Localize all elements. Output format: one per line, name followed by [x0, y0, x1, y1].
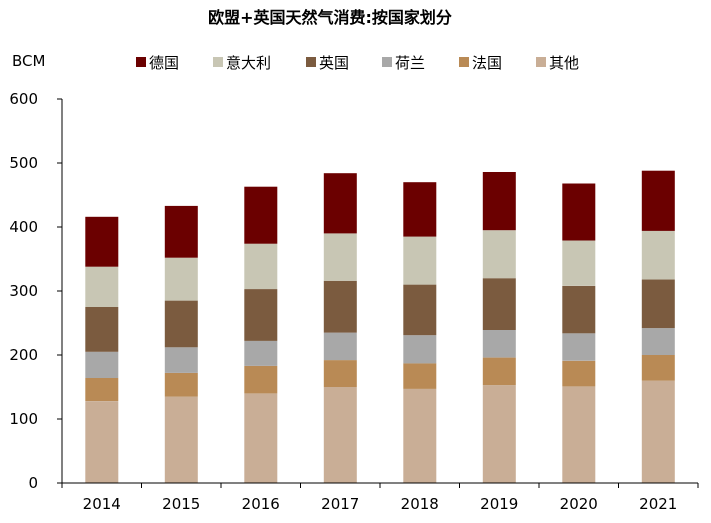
bars: [85, 170, 675, 483]
y-tick-label: 400: [9, 218, 38, 236]
bar-segment: [562, 333, 596, 361]
bar-segment: [85, 307, 119, 352]
bar-segment: [562, 183, 596, 241]
bar-segment: [164, 372, 198, 397]
bar-segment: [482, 230, 516, 279]
legend-label: 意大利: [226, 54, 271, 72]
bar-segment: [323, 280, 357, 333]
legend-swatch: [536, 57, 546, 67]
bar-segment: [641, 170, 675, 231]
legend-item: 德国: [136, 54, 179, 72]
y-tick-label: 500: [9, 154, 38, 172]
bar-segment: [482, 385, 516, 483]
legend-label: 荷兰: [395, 54, 425, 72]
bar-segment: [562, 240, 596, 286]
bar-segment: [244, 365, 278, 394]
bar-segment: [562, 386, 596, 483]
x-tick-label: 2019: [480, 495, 518, 513]
bar-segment: [482, 330, 516, 358]
bar-segment: [244, 393, 278, 483]
x-tick-label: 2018: [401, 495, 439, 513]
y-tick-label: 200: [9, 346, 38, 364]
bar-segment: [403, 363, 437, 389]
bar-segment: [85, 216, 119, 267]
bar-segment: [403, 284, 437, 336]
x-tick-label: 2014: [83, 495, 121, 513]
bar-segment: [244, 340, 278, 366]
y-tick-label: 300: [9, 282, 38, 300]
legend-item: 荷兰: [382, 54, 425, 72]
bar-segment: [164, 257, 198, 301]
legend-swatch: [213, 57, 223, 67]
bar-segment: [482, 278, 516, 330]
legend-item: 法国: [459, 54, 502, 72]
x-tick-label: 2016: [242, 495, 280, 513]
bar-segment: [85, 378, 119, 401]
bar-segment: [244, 243, 278, 289]
legend-swatch: [306, 57, 316, 67]
bar-segment: [244, 186, 278, 244]
y-tick-label: 100: [9, 410, 38, 428]
bar-segment: [641, 279, 675, 329]
legend-item: 意大利: [213, 54, 271, 72]
legend-label: 德国: [149, 54, 179, 72]
bar-segment: [323, 332, 357, 361]
legend-swatch: [136, 57, 146, 67]
bar-segment: [85, 351, 119, 378]
bar-segment: [323, 360, 357, 387]
bar-segment: [403, 236, 437, 285]
legend-item: 其他: [536, 54, 579, 72]
bar-segment: [323, 233, 357, 281]
x-tick-label: 2015: [162, 495, 200, 513]
bar-segment: [403, 182, 437, 237]
legend-label: 英国: [319, 54, 349, 72]
bar-segment: [164, 347, 198, 373]
legend-swatch: [382, 57, 392, 67]
bar-segment: [641, 230, 675, 280]
bar-segment: [323, 173, 357, 234]
bar-segment: [482, 357, 516, 386]
bar-segment: [562, 285, 596, 334]
bar-segment: [562, 360, 596, 387]
bar-segment: [403, 388, 437, 483]
bar-segment: [85, 401, 119, 483]
bar-segment: [323, 387, 357, 483]
bar-segment: [482, 172, 516, 231]
legend-label: 法国: [472, 54, 502, 72]
legend-item: 英国: [306, 54, 349, 72]
bar-segment: [641, 355, 675, 381]
bar-segment: [641, 328, 675, 355]
bar-segment: [403, 335, 437, 364]
y-tick-label: 600: [9, 90, 38, 108]
y-axis-unit-label: BCM: [12, 52, 45, 70]
legend-label: 其他: [549, 54, 579, 72]
y-tick-label: 0: [28, 474, 38, 492]
bar-segment: [164, 205, 198, 258]
x-tick-label: 2017: [321, 495, 359, 513]
bar-segment: [85, 266, 119, 307]
legend: 德国 意大利 英国 荷兰 法国 其他: [136, 54, 579, 72]
bar-segment: [164, 300, 198, 348]
bar-segment: [164, 396, 198, 483]
bar-segment: [641, 380, 675, 483]
x-tick-label: 2021: [639, 495, 677, 513]
chart-title: 欧盟+英国天然气消费:按国家划分: [208, 8, 452, 27]
x-tick-label: 2020: [560, 495, 598, 513]
axes: 0 100 200 300 400 500 600 2014 2015 2016 2017 2018 2…: [9, 90, 699, 513]
bar-segment: [244, 289, 278, 341]
legend-swatch: [459, 57, 469, 67]
